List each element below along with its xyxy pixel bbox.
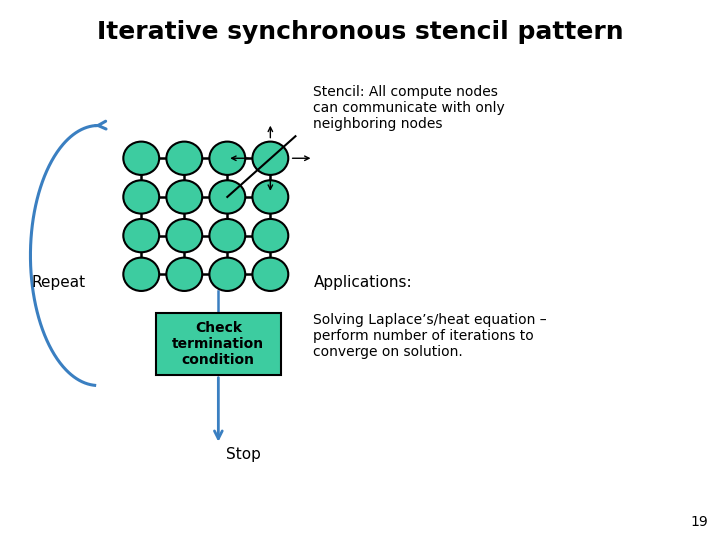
Text: Iterative synchronous stencil pattern: Iterative synchronous stencil pattern bbox=[96, 20, 624, 44]
Text: Check
termination
condition: Check termination condition bbox=[172, 321, 264, 367]
Ellipse shape bbox=[166, 219, 202, 252]
Ellipse shape bbox=[123, 141, 159, 175]
Ellipse shape bbox=[123, 258, 159, 291]
Text: Solving Laplace’s/heat equation –
perform number of iterations to
converge on so: Solving Laplace’s/heat equation – perfor… bbox=[313, 313, 547, 360]
Ellipse shape bbox=[123, 219, 159, 252]
Ellipse shape bbox=[253, 258, 288, 291]
Ellipse shape bbox=[166, 141, 202, 175]
Ellipse shape bbox=[210, 219, 246, 252]
Text: Stencil: All compute nodes
can communicate with only
neighboring nodes: Stencil: All compute nodes can communica… bbox=[313, 85, 505, 131]
Ellipse shape bbox=[166, 258, 202, 291]
Ellipse shape bbox=[210, 180, 246, 214]
Text: Stop: Stop bbox=[225, 447, 261, 462]
FancyBboxPatch shape bbox=[156, 313, 281, 375]
Text: Applications:: Applications: bbox=[313, 275, 412, 291]
Ellipse shape bbox=[123, 180, 159, 214]
Text: Repeat: Repeat bbox=[32, 275, 86, 291]
Ellipse shape bbox=[253, 180, 288, 214]
Ellipse shape bbox=[210, 141, 246, 175]
Text: 19: 19 bbox=[690, 515, 708, 529]
Ellipse shape bbox=[210, 258, 246, 291]
Ellipse shape bbox=[253, 219, 288, 252]
Ellipse shape bbox=[253, 141, 288, 175]
Ellipse shape bbox=[166, 180, 202, 214]
